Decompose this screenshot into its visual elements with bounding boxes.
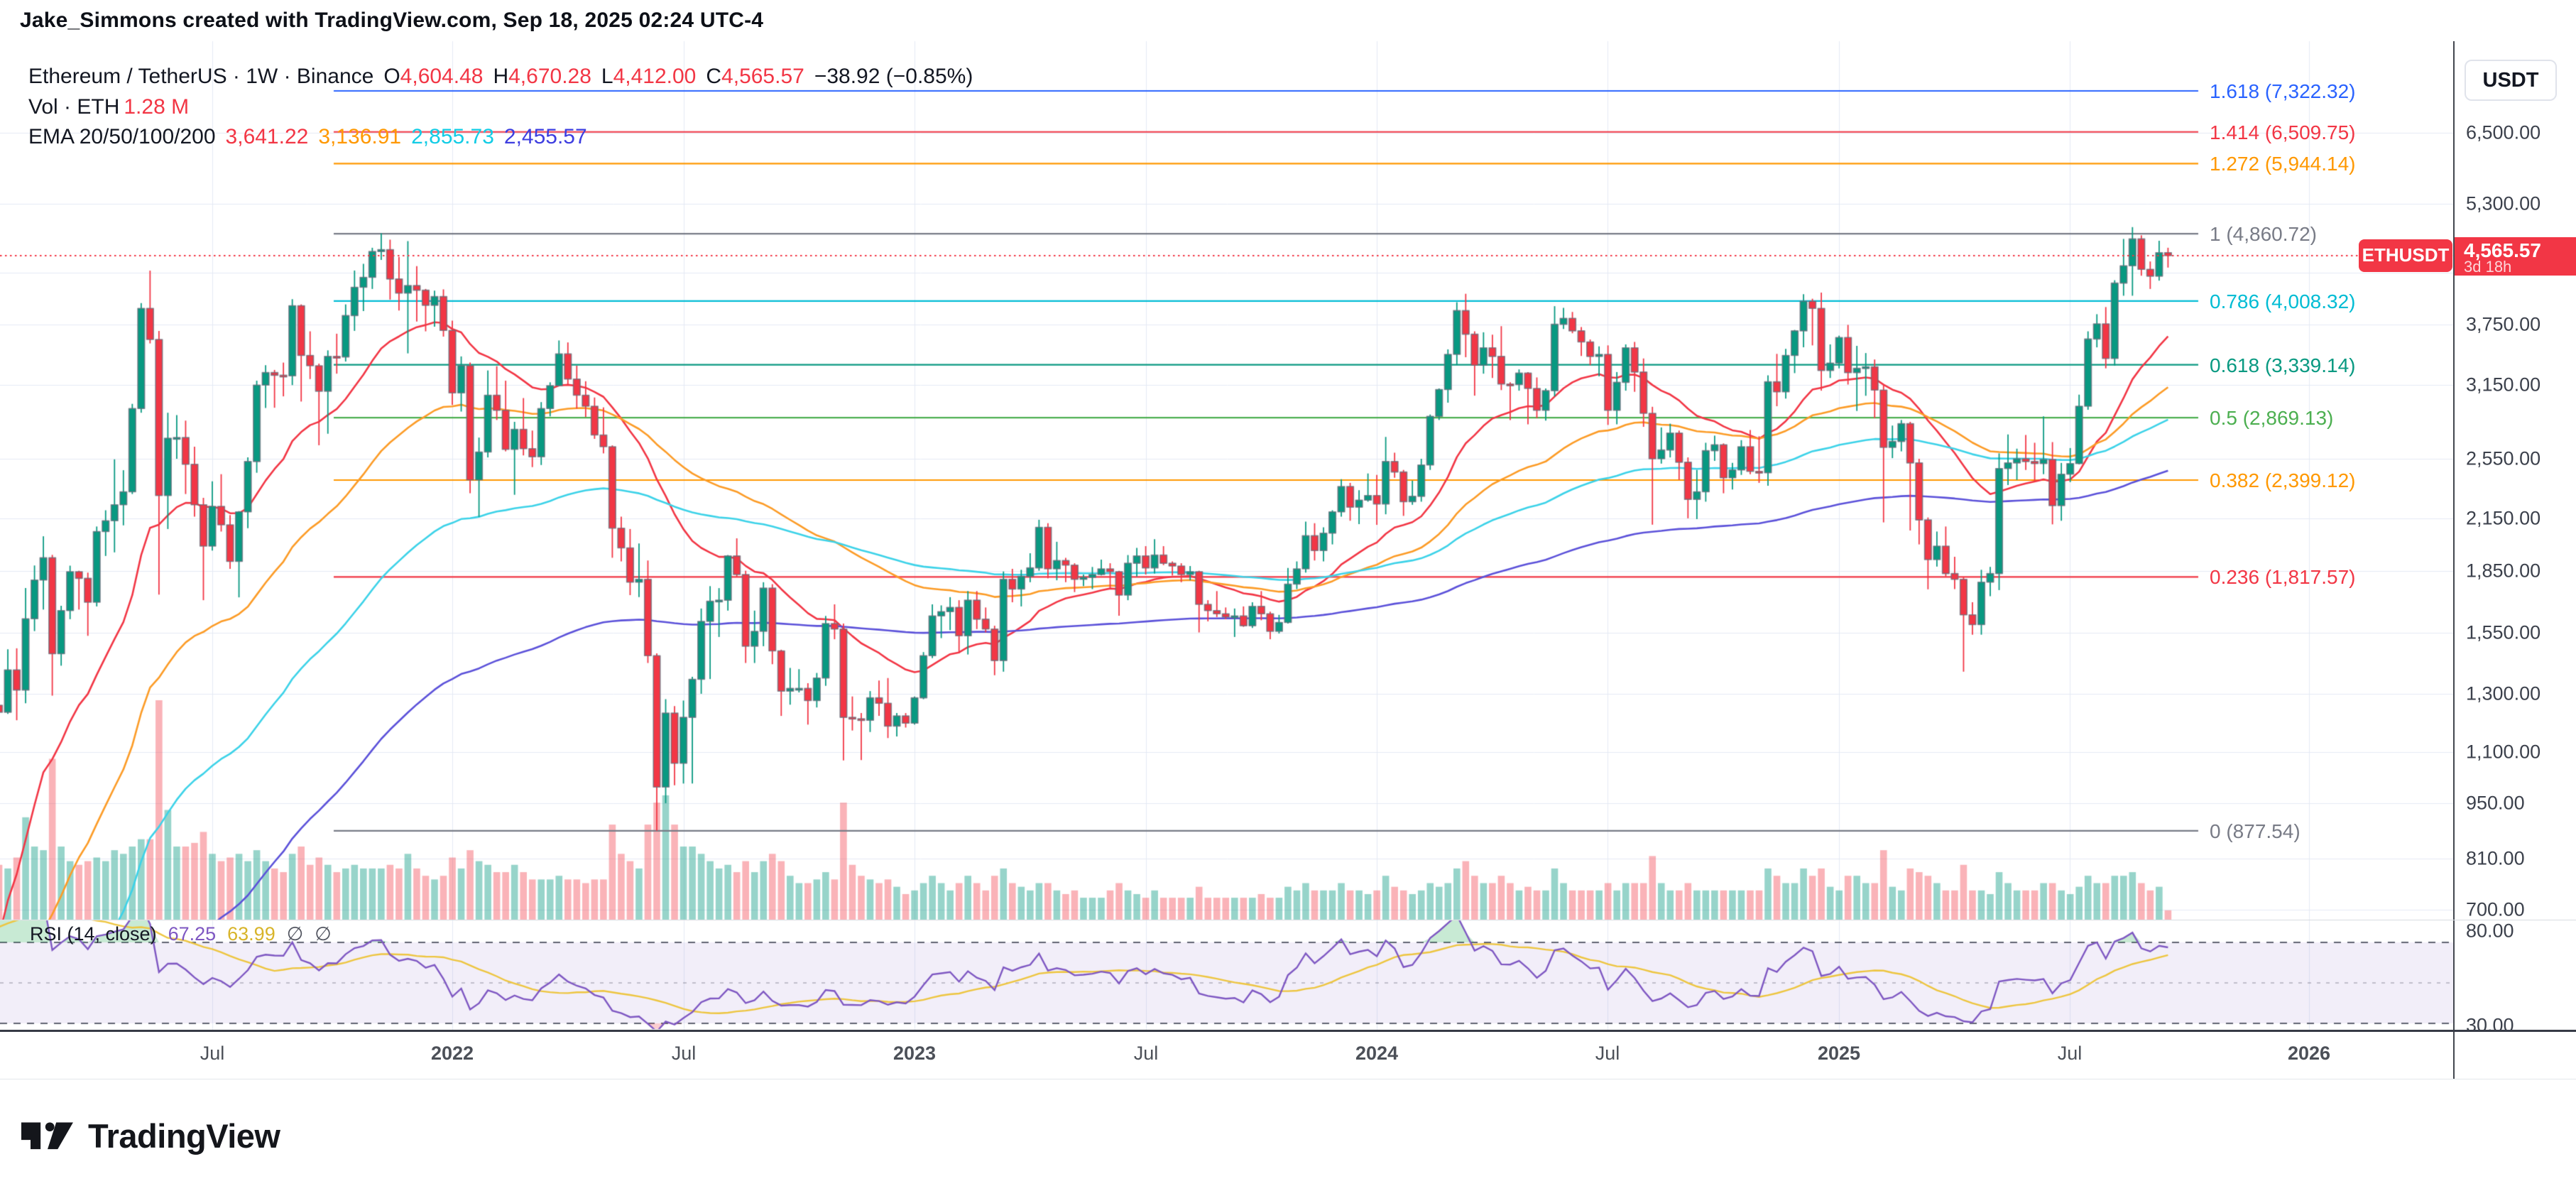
price-tick: 5,300.00 [2466,192,2541,214]
price-tick: 6,500.00 [2466,121,2541,143]
rsi-tick: 80.00 [2466,920,2514,942]
fib-level-label: 1.618 (7,322.32) [2210,80,2356,102]
ohlc-value: 4,670.28 [508,65,591,88]
ohlc-value: 4,412.00 [613,65,697,88]
ema-value: 2,855.73 [411,125,494,148]
fib-level-label: 0.382 (2,399.12) [2210,469,2356,491]
legend-symbol-row: Ethereum / TetherUS · 1W · Binance O4,604… [28,65,973,89]
ohlc-letter: O [383,65,400,88]
time-label: 2022 [430,1043,474,1064]
fib-level-label: 0.618 (3,339.14) [2210,354,2356,376]
fib-level-label: 1 (4,860.72) [2210,223,2317,246]
price-tick: 1,550.00 [2466,621,2541,643]
currency-toggle-button[interactable]: USDT [2465,60,2557,101]
footer: TradingView [21,1116,280,1155]
ohlc-value: 4,565.57 [721,65,804,88]
time-label: 2024 [1355,1043,1399,1064]
fib-level-label: 1.414 (6,509.75) [2210,121,2356,143]
price-tick: 810.00 [2466,847,2525,869]
legend-volume-row: Vol · ETH 1.28 M [28,95,189,119]
price-tick: 3,750.00 [2466,313,2541,335]
ema-values: 3,641.22 3,136.91 2,855.73 2,455.57 [216,125,587,148]
time-label: Jul [1595,1043,1620,1064]
fib-level-label: 0.786 (4,008.32) [2210,290,2356,312]
price-axis-border [2453,41,2455,1079]
fib-level-label: 0.236 (1,817.57) [2210,566,2356,589]
price-axis[interactable]: USDT 6,500.00 5,300.00 3,750.00 3,150.00 2,5… [2455,0,2576,1083]
price-chart-canvas[interactable] [0,0,2455,1031]
ohlc-letter: L [601,65,613,88]
bar-countdown: 3d 18h [2464,257,2512,276]
price-tick: 1,100.00 [2466,741,2541,763]
rsi-tick: 30.00 [2466,1014,2514,1036]
volume-value: 1.28 M [124,95,190,119]
volume-label[interactable]: Vol · ETH [28,95,120,119]
time-label: Jul [200,1043,225,1064]
time-axis-border [0,1030,2576,1032]
fib-level-label: 0 (877.54) [2210,820,2301,842]
time-label: Jul [671,1043,697,1064]
rsi-upper-band-empty: ∅ [286,923,304,945]
fib-level-label: 0.5 (2,869.13) [2210,407,2334,430]
rsi-ma-value: 63.99 [227,923,275,945]
ema-value: 2,455.57 [503,125,587,148]
time-label: 2025 [1817,1043,1861,1064]
price-tick: 700.00 [2466,898,2525,920]
time-label: 2023 [893,1043,937,1064]
price-tick: 3,150.00 [2466,374,2541,396]
fib-level-label: 1.272 (5,944.14) [2210,153,2356,175]
rsi-lower-band-empty: ∅ [315,923,332,945]
ema-value: 3,641.22 [225,125,309,148]
price-tick: 1,300.00 [2466,682,2541,704]
tradingview-wordmark[interactable]: TradingView [88,1117,280,1155]
ohlc-value: 4,604.48 [400,65,484,88]
change-value: −38.92 (−0.85%) [814,65,973,88]
legend-ema-row: EMA 20/50/100/200 3,641.22 3,136.91 2,855.7… [28,125,587,149]
price-tick: 1,850.00 [2466,560,2541,582]
ohlc-values: O4,604.48 H4,670.28 L4,412.00 C4,565.57 −38.… [373,65,973,88]
tradingview-logo-icon[interactable] [21,1121,74,1150]
ema-label[interactable]: EMA 20/50/100/200 [28,125,216,148]
chart-area: Ethereum / TetherUS · 1W · Binance O4,604… [0,0,2455,1031]
last-price-badge: 4,565.57 3d 18h [2455,236,2576,276]
price-tick: 2,550.00 [2466,447,2541,469]
rsi-value: 67.25 [168,923,217,945]
price-tick: 2,150.00 [2466,507,2541,529]
rsi-title[interactable]: RSI (14, close) [30,923,157,945]
ema-value: 3,136.91 [318,125,402,148]
last-price-value: 4,565.57 [2464,239,2541,261]
symbol-price-flag: ETHUSDT [2359,239,2452,272]
ohlc-letter: H [493,65,509,88]
rsi-legend: RSI (14, close) 67.25 63.99 ∅ ∅ [30,923,343,945]
ohlc-letter: C [706,65,722,88]
time-label: Jul [2057,1043,2083,1064]
symbol-title[interactable]: Ethereum / TetherUS · 1W · Binance [28,65,374,88]
time-label: Jul [1133,1043,1159,1064]
time-axis[interactable]: Jul 2022 Jul 2023 Jul 2024 Jul 2025 Jul 2026 [0,1032,2455,1079]
price-tick: 950.00 [2466,792,2525,814]
time-label: 2026 [2287,1043,2331,1064]
